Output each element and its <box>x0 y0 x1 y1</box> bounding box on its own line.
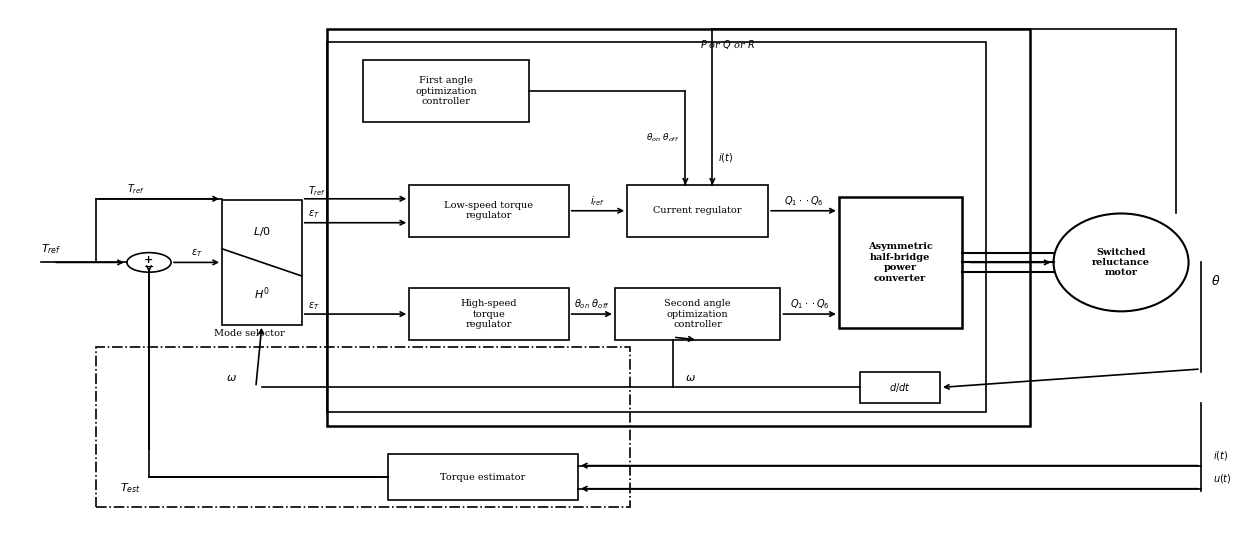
Text: Mode selector: Mode selector <box>215 328 285 338</box>
Text: $T_{est}$: $T_{est}$ <box>120 481 141 495</box>
Text: $\varepsilon_T$: $\varepsilon_T$ <box>191 247 202 258</box>
Bar <box>97 347 630 507</box>
Text: $i_{ref}$: $i_{ref}$ <box>590 194 605 208</box>
Text: $P$ or $Q$ or $R$: $P$ or $Q$ or $R$ <box>701 39 755 51</box>
Text: $\theta_{on}\ \theta_{off}$: $\theta_{on}\ \theta_{off}$ <box>574 298 610 311</box>
Text: First angle
optimization
controller: First angle optimization controller <box>415 76 477 106</box>
Text: High-speed
torque
regulator: High-speed torque regulator <box>461 299 517 329</box>
Text: Asymmetric
half-bridge
power
converter: Asymmetric half-bridge power converter <box>868 242 932 283</box>
Text: $Q_1 \cdot \cdot Q_6$: $Q_1 \cdot \cdot Q_6$ <box>784 194 823 208</box>
Circle shape <box>126 253 171 272</box>
Text: $T_{ref}$: $T_{ref}$ <box>308 184 326 198</box>
Text: −: − <box>144 261 154 274</box>
Text: Low-speed torque
regulator: Low-speed torque regulator <box>444 201 533 220</box>
Text: Second angle
optimization
controller: Second angle optimization controller <box>665 299 730 329</box>
Ellipse shape <box>1054 214 1189 311</box>
Bar <box>409 185 569 237</box>
Text: $\omega$: $\omega$ <box>226 373 237 383</box>
Text: $\omega$: $\omega$ <box>686 373 696 383</box>
Text: Switched
reluctance
motor: Switched reluctance motor <box>1092 247 1149 277</box>
Text: $i(t)$: $i(t)$ <box>1213 449 1229 463</box>
Text: $d/dt$: $d/dt$ <box>889 381 911 394</box>
Bar <box>838 197 961 328</box>
Bar <box>327 42 986 412</box>
Text: $T_{ref}$: $T_{ref}$ <box>126 182 145 196</box>
Bar <box>861 371 940 403</box>
Bar <box>363 60 529 123</box>
Text: $u(t)$: $u(t)$ <box>1213 473 1231 485</box>
Text: $\varepsilon_T$: $\varepsilon_T$ <box>308 209 320 220</box>
Text: Torque estimator: Torque estimator <box>440 473 526 482</box>
Bar <box>388 454 578 500</box>
Text: $i(t)$: $i(t)$ <box>718 151 734 164</box>
Bar <box>327 29 1030 426</box>
Text: $H^0$: $H^0$ <box>254 285 269 302</box>
Text: $\theta_{on}\ \theta_{off}$: $\theta_{on}\ \theta_{off}$ <box>646 132 680 144</box>
Text: $T_{ref}$: $T_{ref}$ <box>41 242 62 256</box>
Text: $\varepsilon_T$: $\varepsilon_T$ <box>308 300 320 312</box>
Text: $\theta$: $\theta$ <box>1210 274 1220 289</box>
Bar <box>409 288 569 340</box>
Text: $L/0$: $L/0$ <box>253 225 272 238</box>
Bar <box>222 200 301 325</box>
Text: $Q_1 \cdot \cdot Q_6$: $Q_1 \cdot \cdot Q_6$ <box>790 298 830 311</box>
Bar <box>615 288 780 340</box>
Text: +: + <box>144 254 154 265</box>
Bar <box>627 185 769 237</box>
Text: Current regulator: Current regulator <box>653 206 742 215</box>
